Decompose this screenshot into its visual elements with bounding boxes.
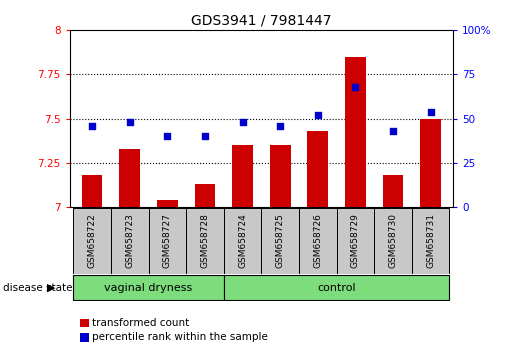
FancyBboxPatch shape [374,208,412,274]
Bar [345,57,366,207]
FancyBboxPatch shape [412,208,450,274]
Point [201,133,209,139]
Point [351,84,359,90]
Point [276,123,284,129]
FancyBboxPatch shape [337,208,374,274]
Text: GSM658731: GSM658731 [426,213,435,268]
Text: vaginal dryness: vaginal dryness [105,282,193,293]
Text: ▶: ▶ [47,282,56,293]
Bar [82,175,102,207]
Bar [270,145,290,207]
Bar [195,184,215,207]
Text: GSM658724: GSM658724 [238,213,247,268]
Point [238,119,247,125]
Text: GSM658729: GSM658729 [351,213,360,268]
Bar [383,175,403,207]
FancyBboxPatch shape [111,208,148,274]
Text: GSM658725: GSM658725 [276,213,285,268]
FancyBboxPatch shape [224,208,261,274]
FancyBboxPatch shape [73,275,224,300]
Bar [420,119,441,207]
Bar [119,149,140,207]
Point [389,128,397,134]
Text: percentile rank within the sample: percentile rank within the sample [92,332,268,342]
Bar [157,200,178,207]
Point [163,133,171,139]
Text: GSM658727: GSM658727 [163,213,172,268]
FancyBboxPatch shape [73,208,111,274]
Text: GSM658723: GSM658723 [125,213,134,268]
Text: GSM658730: GSM658730 [388,213,398,268]
FancyBboxPatch shape [186,208,224,274]
Text: GSM658722: GSM658722 [88,213,97,268]
Text: disease state: disease state [3,282,72,293]
Point [314,112,322,118]
Bar [307,131,328,207]
Text: GSM658726: GSM658726 [313,213,322,268]
Point [88,123,96,129]
FancyBboxPatch shape [148,208,186,274]
Bar [232,145,253,207]
Text: GSM658728: GSM658728 [200,213,210,268]
Point [126,119,134,125]
FancyBboxPatch shape [299,208,337,274]
FancyBboxPatch shape [261,208,299,274]
FancyBboxPatch shape [224,275,450,300]
Text: transformed count: transformed count [92,318,190,328]
Text: control: control [317,282,356,293]
Point [426,109,435,114]
Title: GDS3941 / 7981447: GDS3941 / 7981447 [191,13,332,28]
